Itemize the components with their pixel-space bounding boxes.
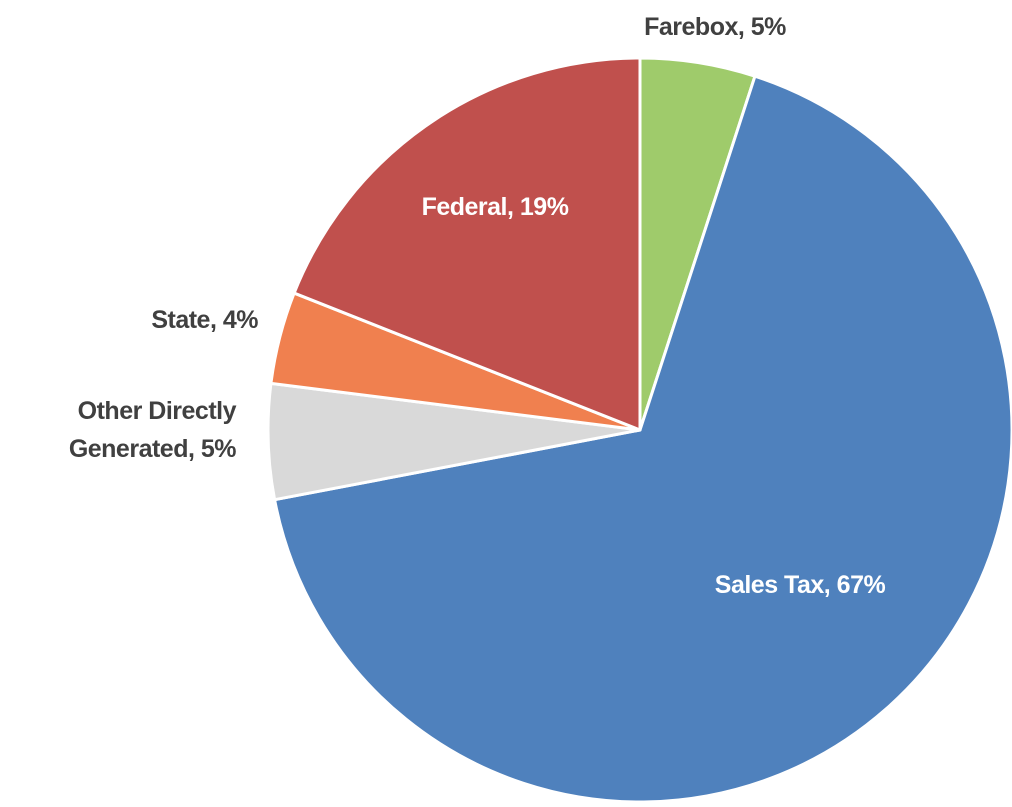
pie-slice bbox=[273, 74, 1012, 804]
data-label: Federal, 19% bbox=[421, 193, 569, 221]
pie-slice bbox=[292, 56, 642, 432]
data-label: Sales Tax, 67% bbox=[714, 571, 886, 599]
data-label: Other Directly Generated, 5% bbox=[68, 397, 237, 463]
data-label: State, 4% bbox=[151, 306, 258, 334]
data-label: Farebox, 5% bbox=[644, 13, 786, 41]
